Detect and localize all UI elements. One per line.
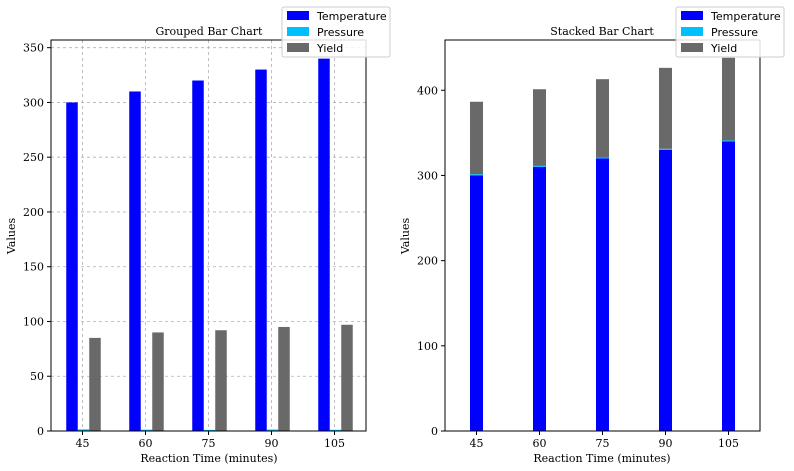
grouped-bar [192,80,204,432]
grouped-bar-panel: Grouped Bar Chart Reaction Time (minutes… [5,6,391,465]
stacked-bar [470,101,483,175]
grouped-chart-title: Grouped Bar Chart [156,25,264,38]
stacked-bar [533,166,546,432]
grouped-x-tick-label: 90 [265,437,279,450]
stacked-x-tick-label: 90 [659,437,673,450]
grouped-bar [318,58,330,431]
stacked-bar [659,149,672,431]
grouped-legend-label: Yield [316,42,343,55]
stacked-legend-label: Temperature [710,10,781,23]
grouped-y-tick-label: 200 [23,206,44,219]
grouped-bar [266,429,279,431]
stacked-bar [596,79,609,158]
stacked-x-tick-label: 60 [533,437,547,450]
grouped-legend-label: Temperature [316,10,387,23]
stacked-y-tick-label: 100 [417,340,438,353]
grouped-bar [329,429,342,431]
stacked-legend-swatch [681,11,703,20]
grouped-x-tick-label: 75 [202,437,216,450]
stacked-y-tick-label: 0 [431,425,438,438]
grouped-legend-label: Pressure [317,26,364,39]
stacked-bar [470,175,483,431]
grouped-bar [215,330,227,431]
grouped-bar [152,332,164,431]
grouped-x-tick-label: 45 [76,437,90,450]
grouped-x-tick-label: 105 [324,437,345,450]
grouped-bar [129,91,141,431]
stacked-bar [659,67,672,149]
grouped-x-tick-label: 60 [139,437,153,450]
stacked-y-tick-label: 300 [417,169,438,182]
stacked-bar [596,158,609,431]
grouped-x-axis-label: Reaction Time (minutes) [140,452,277,465]
stacked-x-tick-label: 75 [596,437,610,450]
grouped-y-tick-label: 350 [23,42,44,55]
stacked-legend-swatch [681,43,703,52]
grouped-y-tick-label: 300 [23,96,44,109]
stacked-bar [659,148,672,150]
stacked-legend-label: Yield [710,42,737,55]
grouped-bar [89,337,101,431]
grouped-y-tick-label: 250 [23,151,44,164]
stacked-y-tick-label: 400 [417,84,438,97]
grouped-y-tick-label: 50 [30,370,44,383]
grouped-y-tick-label: 100 [23,315,44,328]
stacked-legend-label: Pressure [711,26,758,39]
stacked-x-tick-label: 105 [718,437,739,450]
stacked-chart-title: Stacked Bar Chart [550,25,654,38]
grouped-y-tick-label: 0 [37,425,44,438]
stacked-bar [722,57,735,141]
stacked-y-tick-label: 200 [417,255,438,268]
grouped-bar [77,429,90,431]
grouped-y-axis-label: Values [5,218,18,256]
grouped-bar [66,102,78,431]
grouped-bar [341,324,353,431]
stacked-legend-swatch [681,27,703,36]
grouped-bar [140,429,153,431]
grouped-legend-swatch [287,43,309,52]
stacked-x-tick-label: 45 [470,437,484,450]
stacked-bar [596,157,609,159]
stacked-y-axis-label: Values [399,218,412,256]
grouped-bar [255,69,267,432]
grouped-y-tick-label: 150 [23,261,44,274]
stacked-bar [533,89,546,166]
stacked-bar [722,141,735,432]
stacked-bar-panel: Stacked Bar Chart Reaction Time (minutes… [399,6,785,465]
grouped-legend-swatch [287,27,309,36]
stacked-bar [533,165,546,167]
grouped-bar [203,429,216,431]
grouped-bar [278,326,290,431]
stacked-bar [470,174,483,176]
stacked-bar [722,140,735,142]
grouped-legend-swatch [287,11,309,20]
stacked-x-axis-label: Reaction Time (minutes) [533,452,670,465]
